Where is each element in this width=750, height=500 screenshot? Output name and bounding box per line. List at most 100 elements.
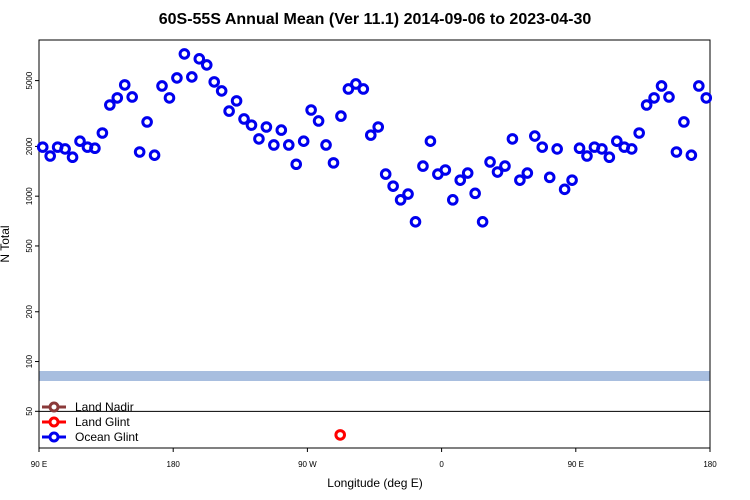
- marker: [253, 133, 265, 145]
- x-tick-label: 180: [703, 460, 717, 469]
- marker: [446, 194, 459, 206]
- marker: [245, 119, 258, 131]
- marker: [573, 142, 586, 155]
- marker: [104, 99, 116, 111]
- marker: [558, 183, 571, 196]
- legend-marker: [48, 431, 60, 443]
- marker: [126, 91, 138, 103]
- x-tick-label: 0: [439, 460, 444, 469]
- marker: [133, 146, 146, 158]
- x-tick-label: 180: [167, 460, 181, 469]
- marker: [409, 215, 422, 228]
- marker: [230, 95, 243, 107]
- marker: [312, 115, 325, 127]
- marker: [394, 194, 407, 206]
- marker: [700, 92, 713, 104]
- marker: [528, 130, 541, 142]
- marker: [156, 80, 168, 92]
- marker: [693, 80, 705, 92]
- marker: [200, 59, 213, 71]
- chart-title: 60S-55S Annual Mean (Ver 11.1) 2014-09-0…: [159, 11, 592, 28]
- marker: [36, 141, 49, 153]
- marker: [476, 215, 489, 228]
- marker: [685, 149, 698, 161]
- marker: [59, 143, 71, 155]
- marker: [320, 139, 332, 151]
- marker: [186, 71, 198, 83]
- legend-marker: [48, 416, 60, 428]
- plot-frame: [38, 39, 711, 449]
- marker: [334, 429, 347, 441]
- marker: [484, 156, 496, 168]
- marker: [96, 127, 109, 139]
- y-tick-label: 2000: [25, 137, 34, 155]
- marker: [655, 80, 668, 92]
- marker: [491, 166, 504, 178]
- marker: [193, 53, 206, 65]
- marker: [89, 142, 101, 155]
- marker: [379, 168, 392, 180]
- marker: [275, 124, 288, 136]
- marker: [215, 85, 228, 97]
- y-tick-label: 200: [25, 305, 34, 319]
- legend-label: Land Glint: [75, 415, 130, 429]
- marker: [469, 187, 481, 200]
- legend-label: Land Nadir: [75, 400, 134, 414]
- marker: [663, 91, 675, 103]
- marker: [670, 146, 683, 158]
- marker: [461, 167, 474, 179]
- marker: [118, 79, 131, 91]
- marker: [357, 83, 370, 95]
- marker: [424, 135, 437, 148]
- marker: [566, 174, 578, 186]
- marker: [297, 135, 310, 148]
- marker: [402, 188, 414, 200]
- marker: [611, 135, 623, 148]
- marker: [327, 157, 340, 169]
- marker: [648, 92, 660, 104]
- marker: [633, 127, 645, 139]
- marker: [514, 174, 526, 186]
- marker: [111, 92, 124, 104]
- marker: [499, 160, 511, 172]
- y-tick-label: 500: [25, 239, 34, 253]
- marker: [521, 167, 534, 179]
- marker: [625, 143, 638, 155]
- marker: [596, 143, 608, 155]
- marker: [536, 141, 549, 153]
- marker: [678, 116, 690, 128]
- x-tick-label: 90 E: [31, 460, 47, 469]
- marker: [417, 160, 429, 172]
- marker: [268, 139, 280, 151]
- marker: [66, 151, 79, 164]
- marker: [335, 110, 347, 122]
- marker: [141, 116, 153, 128]
- y-tick-label: 1000: [25, 187, 34, 205]
- marker: [44, 150, 56, 162]
- marker: [543, 171, 556, 184]
- marker: [260, 121, 273, 133]
- marker: [223, 105, 235, 117]
- marker: [350, 78, 362, 90]
- marker: [364, 129, 377, 141]
- marker: [208, 76, 221, 88]
- legend-marker: [48, 401, 60, 413]
- x-axis-label: Longitude (deg E): [327, 476, 422, 490]
- marker: [163, 92, 176, 104]
- marker: [581, 150, 593, 162]
- y-tick-label: 100: [25, 354, 34, 368]
- marker: [148, 149, 161, 161]
- x-tick-label: 90 E: [568, 460, 584, 469]
- marker: [238, 113, 250, 125]
- marker: [290, 158, 303, 171]
- marker: [74, 135, 86, 148]
- y-tick-label: 5000: [25, 71, 34, 89]
- marker: [454, 174, 467, 186]
- marker: [387, 180, 399, 192]
- marker: [439, 164, 452, 176]
- x-tick-label: 90 W: [298, 460, 317, 469]
- marker: [506, 133, 519, 145]
- marker: [372, 121, 385, 133]
